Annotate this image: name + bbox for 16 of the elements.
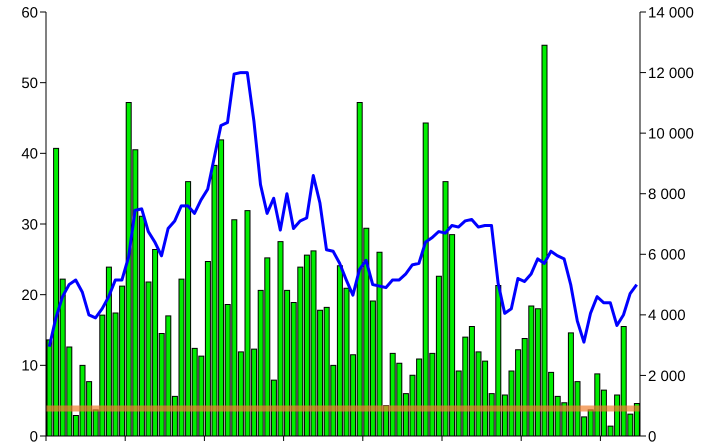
y-tick-label: 50 [21,74,38,92]
y2-tick-label: 0 [648,428,656,446]
y2-tick-label: 6 000 [648,246,686,264]
y2-tick-label: 14 000 [648,4,694,22]
y-tick-label: 20 [21,286,38,304]
y-tick-label: 30 [21,216,38,234]
y2-tick-label: 8 000 [648,186,686,204]
y2-tick-label: 10 000 [648,125,694,142]
y-tick-label: 40 [21,146,38,163]
line-series [48,71,638,348]
y2-tick-label: 4 000 [648,307,686,324]
y-tick-label: 10 [21,358,38,375]
y2-tick-label: 2 000 [648,368,686,385]
y-tick-label: 0 [30,428,38,446]
y-tick-label: 60 [21,4,38,22]
y2-tick-label: 12 000 [648,64,694,82]
